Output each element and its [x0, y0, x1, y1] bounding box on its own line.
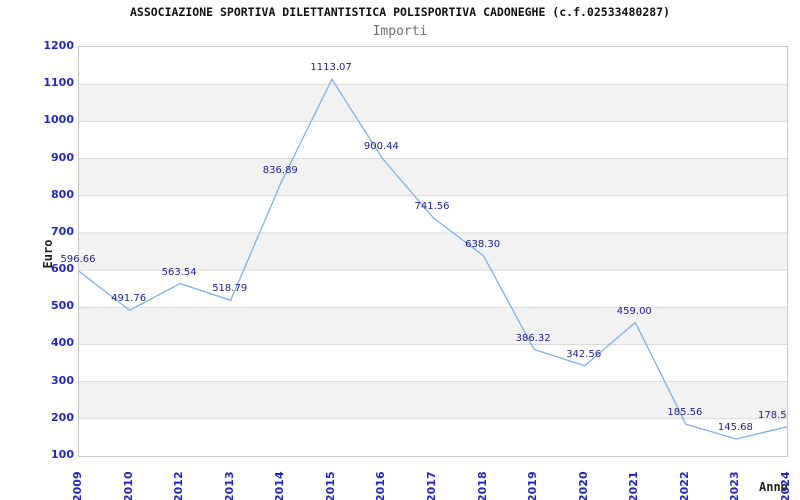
data-point-label: 178.5: [758, 409, 787, 421]
plot-area: [78, 46, 788, 457]
data-point-label: 563.54: [161, 266, 197, 278]
x-axis-title: Anno: [759, 480, 788, 494]
data-point-label: 491.76: [111, 293, 147, 305]
y-axis-tick-label: 200: [51, 410, 74, 424]
chart-title: ASSOCIAZIONE SPORTIVA DILETTANTISTICA PO…: [129, 5, 671, 19]
x-axis-tick-label: 2014: [273, 471, 287, 500]
y-axis-title: Euro: [41, 239, 55, 269]
data-point-label: 518.79: [212, 283, 248, 295]
x-axis-tick-label: 2018: [475, 471, 489, 500]
y-axis-tick-label: 400: [51, 336, 74, 350]
band: [79, 158, 787, 196]
data-point-label: 185.56: [667, 407, 703, 419]
band: [79, 84, 787, 122]
y-axis-tick-label: 1000: [43, 113, 74, 127]
band: [79, 307, 787, 345]
band: [79, 232, 787, 271]
data-point-label: 1113.07: [310, 62, 352, 74]
x-axis-tick-label: 2020: [576, 471, 590, 500]
data-point-label: 459.00: [616, 305, 652, 317]
x-axis-tick-label: 2021: [627, 471, 641, 500]
y-axis-tick-label: 600: [51, 262, 74, 276]
x-axis-tick-label: 2023: [728, 471, 742, 500]
data-point-label: 386.32: [515, 332, 551, 344]
data-point-label: 900.44: [363, 141, 399, 153]
line-chart-canvas: [79, 77, 787, 440]
chart-subtitle: Importi: [372, 24, 428, 39]
x-axis-tick-label: 2015: [323, 471, 337, 500]
data-point-label: 342.56: [566, 348, 602, 360]
data-point-label: 741.56: [414, 200, 450, 212]
band: [79, 381, 787, 419]
y-axis-tick-label: 900: [51, 150, 74, 164]
line-series: [79, 77, 787, 440]
x-axis-tick-label: 2016: [374, 471, 388, 500]
x-axis-tick-label: 2013: [222, 471, 236, 500]
x-axis-tick-label: 2012: [172, 471, 186, 500]
data-point-label: 596.66: [60, 254, 96, 266]
x-axis-tick-label: 2010: [121, 471, 135, 500]
data-point-label: 836.89: [262, 165, 298, 176]
data-point-label: 145.68: [717, 422, 753, 433]
y-axis-tick-label: 500: [51, 299, 74, 313]
y-axis-tick-label: 1200: [43, 39, 74, 52]
x-axis-tick-label: 2009: [71, 471, 84, 500]
y-axis-tick-label: 700: [51, 224, 74, 238]
data-point-label: 638.30: [465, 238, 501, 250]
x-axis-tick-label: 2022: [677, 471, 691, 500]
y-axis-tick-label: 300: [51, 373, 74, 387]
y-axis-tick-label: 800: [51, 187, 74, 201]
y-axis-tick-label: 1100: [43, 76, 74, 90]
y-axis-tick-label: 100: [51, 448, 74, 461]
x-axis-tick-label: 2019: [526, 471, 540, 500]
x-axis-tick-label: 2017: [425, 471, 438, 500]
